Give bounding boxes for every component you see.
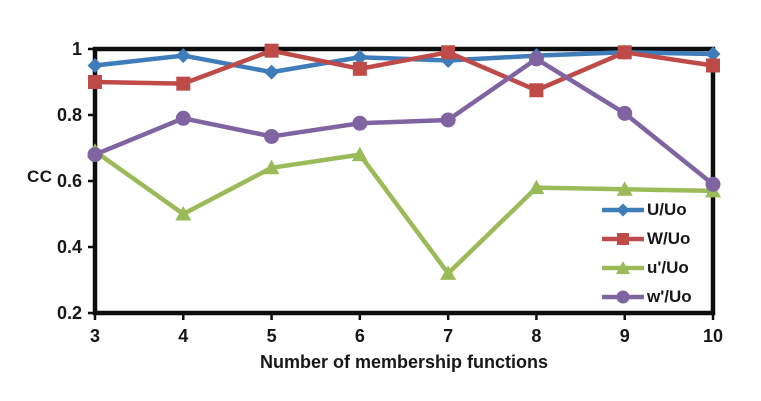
- x-tick-label: 8: [531, 326, 541, 346]
- series-line-triangle: [93, 149, 714, 276]
- y-tick-label: 0.8: [57, 105, 82, 125]
- legend-label: W/Uo: [647, 228, 691, 248]
- data-point-diamond: [264, 64, 280, 80]
- data-point-circle: [87, 147, 103, 163]
- chart-legend: U/Uo W/Uo u'/Uo w'/Uo: [601, 195, 692, 311]
- x-tick-label: 5: [267, 326, 277, 346]
- x-tick-label: 7: [443, 326, 453, 346]
- legend-label: U/Uo: [647, 199, 687, 219]
- y-tick-label: 0.4: [57, 237, 82, 257]
- legend-item: U/Uo: [601, 195, 692, 224]
- data-point-triangle: [263, 159, 280, 175]
- legend-item: W/Uo: [601, 224, 692, 253]
- y-tick-label: 1: [72, 39, 82, 59]
- x-tick-label: 6: [355, 326, 365, 346]
- x-tick-label: 4: [178, 326, 188, 346]
- legend-marker-circle-icon: [602, 290, 644, 303]
- data-point-circle: [175, 110, 191, 126]
- data-point-triangle: [440, 265, 457, 280]
- data-point-circle: [264, 128, 280, 144]
- x-tick-label: 9: [620, 326, 630, 346]
- data-point-triangle: [351, 146, 368, 162]
- data-point-circle: [705, 176, 721, 192]
- legend-marker-triangle-icon: [602, 260, 644, 274]
- data-point-square: [706, 58, 720, 73]
- legend-item: u'/Uo: [601, 253, 692, 282]
- data-point-circle: [440, 112, 456, 128]
- data-point-square: [264, 43, 279, 58]
- data-point-square: [441, 45, 456, 60]
- y-tick-label: 0.6: [57, 171, 82, 191]
- data-point-circle: [617, 105, 633, 121]
- y-tick-label: 0.2: [57, 303, 82, 323]
- x-axis-title: Number of membership functions: [259, 352, 549, 372]
- x-tick-label: 10: [703, 326, 723, 346]
- series-line-square: [94, 48, 714, 93]
- data-point-triangle: [528, 179, 545, 195]
- legend-item: w'/Uo: [601, 282, 692, 311]
- data-point-diamond: [705, 46, 721, 62]
- data-point-square: [176, 76, 191, 91]
- legend-label: u'/Uo: [647, 257, 689, 277]
- data-point-square: [617, 45, 632, 60]
- data-point-triangle: [616, 181, 633, 196]
- data-point-square: [352, 61, 367, 76]
- data-point-diamond: [352, 49, 368, 65]
- data-point-circle: [352, 115, 368, 131]
- data-point-triangle: [175, 206, 192, 221]
- data-point-diamond: [175, 48, 191, 64]
- legend-marker-diamond-icon: [602, 203, 644, 216]
- data-point-square: [88, 75, 102, 89]
- data-point-circle: [528, 51, 544, 67]
- data-point-square: [529, 83, 544, 98]
- legend-marker-square-icon: [602, 232, 644, 245]
- series-line-circle: [94, 56, 715, 187]
- y-axis-label: CC: [27, 167, 53, 186]
- data-point-diamond: [87, 58, 103, 73]
- x-tick-label: 3: [90, 326, 100, 346]
- legend-label: w'/Uo: [647, 286, 692, 306]
